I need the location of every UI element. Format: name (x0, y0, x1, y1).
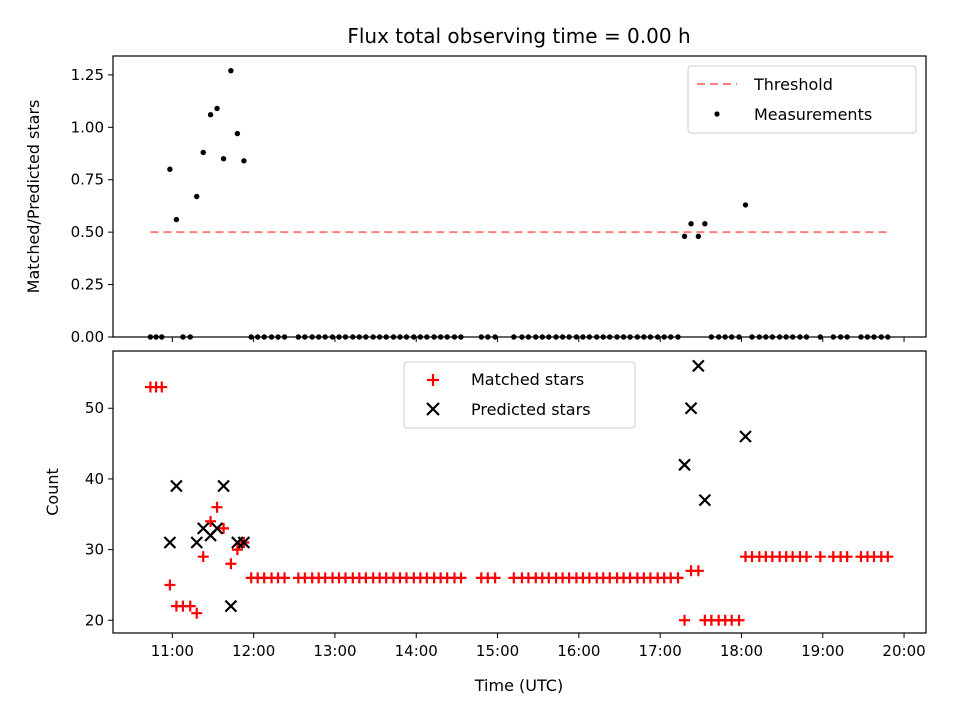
x-axis-label: Time (UTC) (474, 676, 563, 695)
predicted-star-points (163, 359, 752, 613)
bottom-y-tick-label-2: 40 (85, 470, 104, 488)
matched-star-point (489, 572, 501, 584)
top-y-tick-label-5: 1.25 (71, 66, 104, 84)
top-y-tick-label-0: 0.00 (71, 328, 104, 346)
matched-star-point (191, 607, 203, 619)
x-tick-label-2: 13:00 (313, 642, 356, 660)
matched-star-point (814, 551, 826, 563)
measurement-point (214, 105, 220, 112)
measurement-point (234, 130, 241, 137)
measurement-point (695, 233, 702, 240)
predicted-star-point (684, 401, 698, 415)
x-tick-label-0: 11:00 (151, 642, 194, 660)
matched-star-point (692, 565, 704, 577)
legend-matched-swatch (427, 374, 439, 386)
legend-threshold-label: Threshold (753, 75, 833, 94)
bottom-y-axis-label: Count (43, 468, 62, 516)
measurement-point (220, 156, 227, 162)
matched-star-point (184, 600, 196, 612)
top-y-axis-label: Matched/Predicted stars (24, 100, 43, 294)
predicted-star-point (237, 536, 251, 549)
x-tick-label-7: 18:00 (720, 642, 763, 660)
bottom-y-tick-label-0: 20 (85, 611, 104, 629)
measurement-point (167, 166, 173, 172)
measurement-point (207, 112, 214, 118)
x-tick-label-1: 12:00 (232, 642, 275, 660)
top-legend: Threshold Measurements (687, 65, 917, 134)
measurement-point (241, 158, 247, 164)
legend-predicted-label: Predicted stars (471, 400, 591, 419)
measurement-point (688, 221, 694, 227)
top-y-tick-label-1: 0.25 (71, 276, 104, 294)
matched-star-point (800, 551, 812, 563)
matched-star-point (156, 381, 168, 393)
matched-star-point (211, 501, 223, 513)
predicted-star-point (190, 536, 204, 549)
matched-star-points (144, 381, 894, 626)
matched-star-point (164, 579, 176, 591)
predicted-star-point (163, 536, 177, 549)
matched-star-point (205, 515, 217, 527)
chart-title: Flux total observing time = 0.00 h (347, 24, 690, 48)
bottom-y-tick-label-3: 50 (85, 399, 104, 417)
legend-measurements-label: Measurements (754, 105, 872, 124)
measurement-point (194, 193, 200, 200)
legend-measurements-swatch (714, 111, 720, 117)
matched-star-point (733, 614, 745, 626)
matched-star-point (841, 551, 853, 563)
measurement-point (742, 202, 749, 208)
predicted-star-point (170, 479, 183, 493)
predicted-star-point (224, 599, 238, 613)
predicted-star-point (678, 458, 691, 472)
top-axes-frame (112, 55, 927, 338)
predicted-star-point (217, 479, 230, 493)
matched-star-point (197, 551, 209, 563)
matched-star-point (882, 551, 894, 563)
bottom-panel: 11:00 12:00 13:00 14:00 15:00 16:00 17:00 18:00… (43, 350, 927, 695)
bottom-axes-frame (112, 350, 927, 634)
matched-star-point (231, 544, 243, 556)
predicted-star-point (692, 359, 705, 373)
x-tick-label-8: 19:00 (801, 642, 844, 660)
x-tick-label-9: 20:00 (882, 642, 925, 660)
measurement-point (173, 216, 180, 223)
matched-star-point (672, 572, 684, 584)
top-y-tick-label-3: 0.75 (71, 171, 104, 189)
top-panel: 0.00 0.25 0.50 0.75 1.00 1.25 Matched/Predict… (24, 55, 927, 346)
x-tick-label-6: 17:00 (639, 642, 682, 660)
top-y-tick-label-4: 1.00 (71, 118, 104, 136)
measurement-point (681, 233, 688, 240)
x-tick-label-3: 14:00 (395, 642, 438, 660)
x-tick-label-4: 15:00 (476, 642, 519, 660)
legend-matched-label: Matched stars (471, 370, 584, 389)
bottom-y-tick-label-1: 30 (85, 541, 104, 559)
x-tick-label-5: 16:00 (557, 642, 600, 660)
measurement-point (702, 221, 708, 227)
top-axis-ticks: 0.00 0.25 0.50 0.75 1.00 1.25 (71, 66, 905, 346)
top-y-tick-label-2: 0.50 (71, 223, 104, 241)
measurement-point (200, 149, 206, 156)
bottom-axis-ticks: 11:00 12:00 13:00 14:00 15:00 16:00 17:00 18:00… (85, 399, 926, 660)
bottom-legend-box (403, 361, 636, 429)
measurement-point (228, 67, 234, 74)
matched-star-point (225, 558, 237, 570)
matched-star-point (679, 614, 691, 626)
matched-star-point (455, 572, 467, 584)
top-legend-box (687, 65, 917, 134)
predicted-star-point (739, 430, 752, 443)
matched-star-point (218, 522, 230, 534)
matched-star-point (279, 572, 291, 584)
bottom-legend: Matched stars Predicted stars (403, 361, 636, 429)
legend-predicted-swatch (426, 402, 440, 416)
predicted-star-point (698, 493, 712, 507)
predicted-star-point (210, 522, 224, 535)
